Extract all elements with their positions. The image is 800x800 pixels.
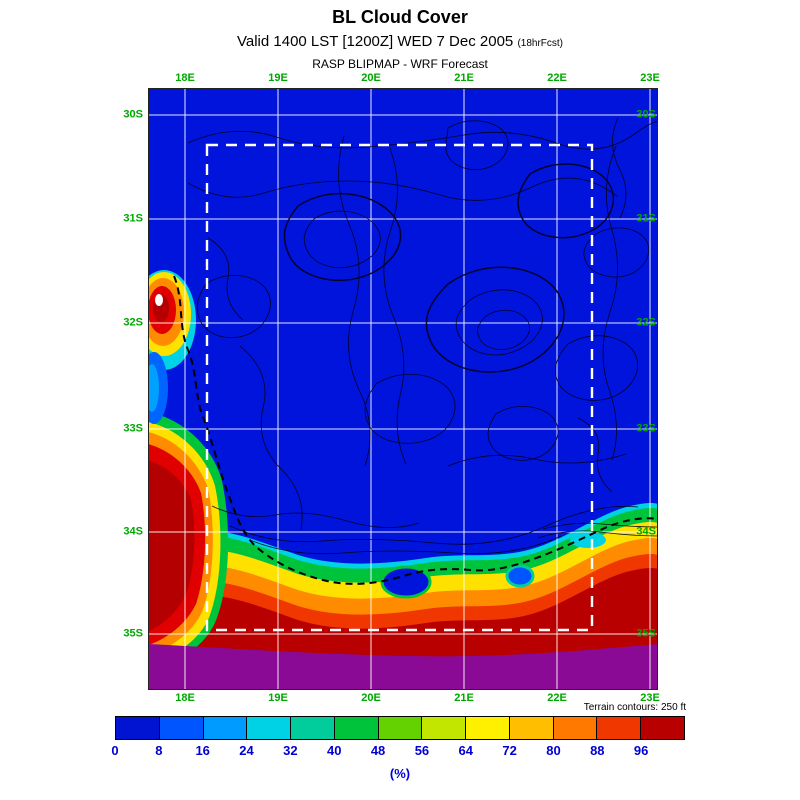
colorbar-cell — [202, 717, 247, 739]
colorbar-tick-label: 24 — [239, 743, 254, 758]
lat-label-right: 32S — [636, 316, 656, 329]
lon-label-bottom: 20E — [361, 692, 381, 704]
lon-label-top: 22E — [547, 72, 567, 84]
lon-label-bottom: 23E — [640, 692, 660, 704]
model-line: RASP BLIPMAP - WRF Forecast — [312, 57, 488, 71]
colorbar-tick-label: 48 — [370, 743, 386, 758]
colorbar-tick-label: 32 — [283, 743, 298, 758]
graticule-grid — [148, 88, 658, 690]
page-title: BL Cloud Cover — [332, 7, 468, 27]
colorbar-cell — [421, 717, 466, 739]
lon-label-top: 21E — [454, 72, 474, 84]
lat-label-left: 32S — [123, 316, 143, 329]
colorbar-cell — [508, 717, 553, 739]
colorbar-ticks: 0 8 16 24 32 40 48 56 64 72 80 88 96 — [111, 743, 685, 760]
lon-label-bottom: 18E — [175, 692, 195, 704]
map-frame — [148, 88, 658, 690]
colorbar-cell — [465, 717, 509, 739]
lat-label-left: 35S — [123, 627, 143, 640]
colorbar-cells — [116, 717, 684, 739]
colorbar-unit: (%) — [389, 766, 411, 781]
colorbar-cell — [377, 717, 422, 739]
colorbar-tick-label: 72 — [502, 743, 517, 758]
lat-label-right: 34S — [636, 525, 656, 538]
colorbar-tick-label: 64 — [458, 743, 473, 758]
terrain-contours — [187, 117, 658, 555]
colorbar-cell — [246, 717, 291, 739]
colorbar — [115, 716, 685, 740]
colorbar-tick-label: 80 — [546, 743, 561, 758]
lat-label-left: 31S — [123, 212, 143, 225]
terrain-contours-note: Terrain contours: 250 ft — [583, 702, 686, 713]
colorbar-tick-label: 96 — [633, 743, 649, 758]
lat-label-left: 33S — [123, 422, 143, 435]
colorbar-tick-label: 88 — [590, 743, 605, 758]
lat-label-right: 31S — [636, 212, 656, 225]
lat-label-right: 33S — [636, 422, 656, 435]
lon-label-top: 23E — [640, 72, 660, 84]
valid-time-line: Valid 1400 LST [1200Z] WED 7 Dec 2005 (1… — [0, 33, 800, 50]
lon-label-bottom: 22E — [547, 692, 567, 704]
lon-label-top: 18E — [175, 72, 195, 84]
lon-label-bottom: 21E — [454, 692, 474, 704]
colorbar-tick-label: 56 — [414, 743, 430, 758]
colorbar-tick-label: 0 — [111, 743, 119, 758]
colorbar-tick-label: 16 — [195, 743, 210, 758]
map-canvas — [148, 88, 658, 690]
colorbar-cell — [158, 717, 203, 739]
colorbar-cell — [596, 717, 641, 739]
valid-time-text: Valid 1400 LST [1200Z] WED 7 Dec 2005 — [236, 33, 514, 50]
colorbar-cell — [116, 717, 159, 739]
inner-domain-box — [205, 143, 594, 632]
colorbar-tick-label: 8 — [155, 743, 163, 758]
colorbar-cell — [333, 717, 378, 739]
lat-label-right: 35S — [636, 627, 656, 640]
colorbar-cell — [290, 717, 334, 739]
lon-label-top: 20E — [361, 72, 381, 84]
forecast-hour-tag: (18hrFcst) — [517, 38, 563, 49]
lon-label-bottom: 19E — [268, 692, 288, 704]
colorbar-tick-label: 40 — [326, 743, 342, 758]
lat-label-right: 30S — [636, 108, 656, 121]
coastline-dashed — [173, 275, 658, 585]
colorbar-cell — [640, 717, 684, 739]
lat-label-left: 30S — [123, 108, 143, 121]
forecast-map: 18E 18E 19E 19E 20E 20E 21E 21E 22E 22E 23E 23E 30S 3… — [123, 73, 659, 704]
lat-label-left: 34S — [123, 525, 143, 538]
lon-label-top: 19E — [268, 72, 288, 84]
colorbar-cell — [552, 717, 597, 739]
